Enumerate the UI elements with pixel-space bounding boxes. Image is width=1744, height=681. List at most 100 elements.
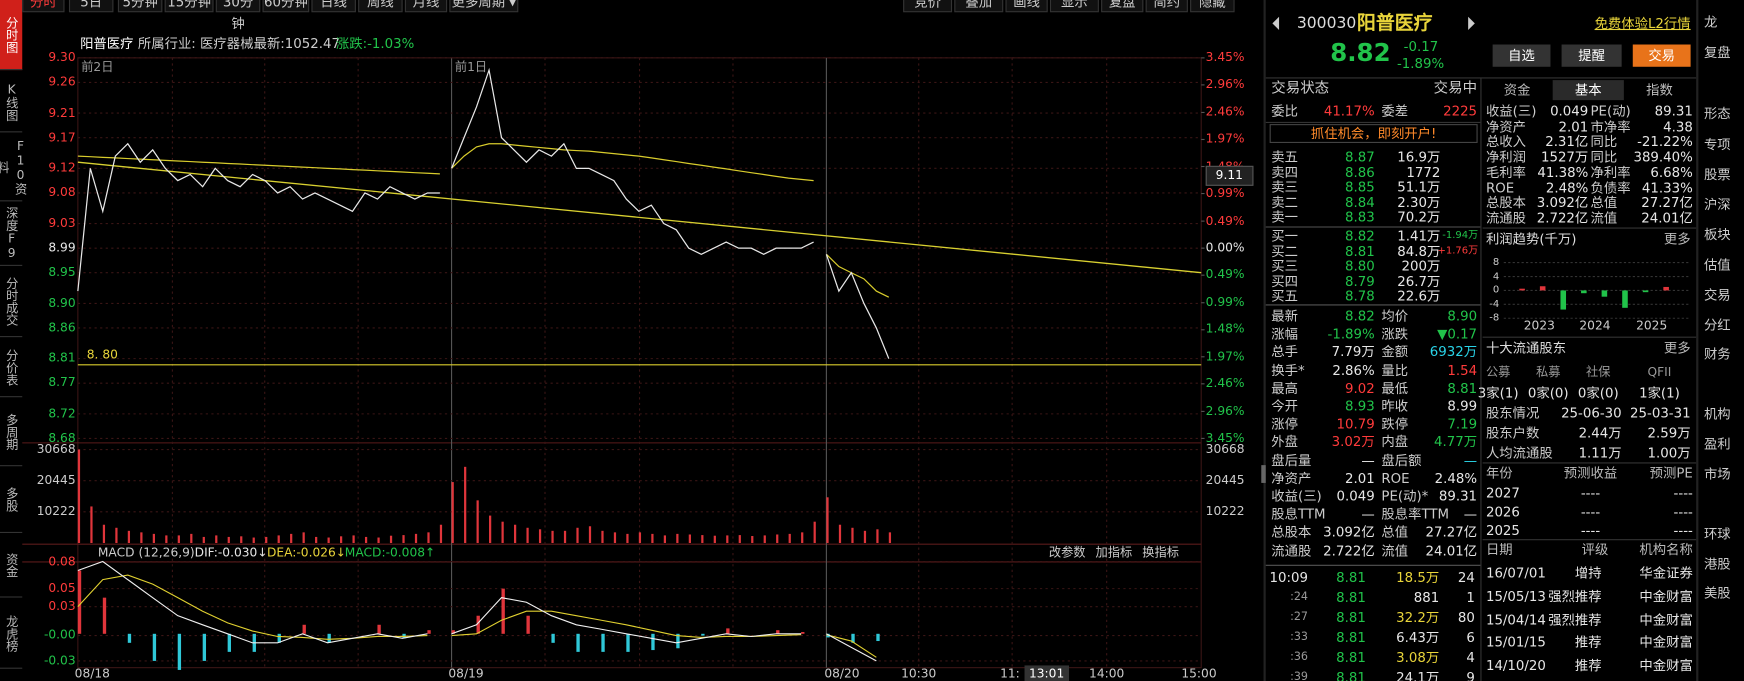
side-menu-item[interactable]: 分红 <box>1703 317 1731 333</box>
period-button[interactable]: 更多周期 ▾ <box>449 0 519 13</box>
side-menu-item[interactable]: 板块 <box>1703 227 1731 243</box>
holder-count: 0家(0) <box>1527 385 1569 401</box>
side-menu-item[interactable]: 沪深 <box>1703 196 1731 213</box>
cursor-value: 9.11 <box>1205 165 1253 186</box>
indicator-button[interactable]: 换指标 <box>1142 545 1179 560</box>
prev-arrow[interactable] <box>1272 16 1280 31</box>
side-tab[interactable]: 多股 <box>0 467 23 534</box>
volume-bar <box>801 532 804 544</box>
more-link[interactable]: 更多 <box>1663 340 1691 357</box>
tool-button[interactable]: 复盘 <box>1101 0 1144 13</box>
volume-bar <box>190 533 193 544</box>
side-menu-item[interactable]: 形态 <box>1703 105 1731 122</box>
volume-bar <box>576 527 579 544</box>
stat-value: 24.01亿 <box>1425 542 1478 559</box>
side-tab[interactable]: 分时成交 <box>0 267 23 338</box>
indicator-button[interactable]: 改参数 <box>1048 545 1086 560</box>
info-tab[interactable]: 资金 <box>1503 82 1531 98</box>
period-button[interactable]: 15分钟 <box>164 0 214 13</box>
side-tab[interactable]: 分价表 <box>0 338 23 398</box>
side-menu-item[interactable]: 美股 <box>1703 585 1731 601</box>
forecast-pe: ---- <box>1673 485 1693 501</box>
price-change: -0.17 <box>1403 38 1439 55</box>
period-button[interactable]: 分时 <box>22 0 65 13</box>
period-button[interactable]: 30分钟 <box>215 0 261 31</box>
tool-button[interactable]: 隐藏 <box>1190 0 1235 13</box>
period-button[interactable]: 5日 <box>68 0 114 13</box>
tool-button[interactable]: 显示 <box>1049 0 1099 13</box>
y-tick-label: -0.00 <box>43 627 76 643</box>
profit-bar <box>1560 290 1567 310</box>
info-tab[interactable]: 基本 <box>1574 82 1602 98</box>
side-menu-item[interactable]: 环球 <box>1703 526 1731 542</box>
side-tab[interactable]: K线图 <box>0 71 23 133</box>
tool-button[interactable]: 竞价 <box>903 0 953 13</box>
tool-button[interactable]: 叠加 <box>954 0 1004 13</box>
trade-time: :33 <box>1290 630 1308 644</box>
action-button[interactable]: 交易 <box>1632 44 1691 67</box>
side-menu-item[interactable]: 市场 <box>1703 466 1731 482</box>
promo-link[interactable]: 抓住机会，即刻开户! <box>1310 125 1437 142</box>
day-label: 前2日 <box>81 60 114 75</box>
profit-bar <box>1642 290 1649 293</box>
next-arrow[interactable] <box>1468 16 1475 31</box>
side-menu-item[interactable]: 盈利 <box>1703 436 1731 452</box>
period-button[interactable]: 日线 <box>311 0 356 13</box>
macd-bar <box>576 633 580 652</box>
holder-value: 25-06-30 <box>1561 405 1622 421</box>
stat-label: 最新 <box>1271 308 1299 324</box>
side-menu-item[interactable]: 专项 <box>1703 136 1731 153</box>
bid-price: 8.81 <box>1345 243 1375 259</box>
y-tick-label: 8.90 <box>48 295 76 311</box>
volume-bar <box>340 536 343 544</box>
side-menu-item[interactable]: 机构 <box>1703 406 1731 422</box>
stat-label: 流值 <box>1381 542 1409 559</box>
volume-bar <box>538 529 542 544</box>
side-menu-item[interactable]: 港股 <box>1703 556 1731 572</box>
period-button[interactable]: 60分钟 <box>262 0 310 13</box>
period-button[interactable]: 5分钟 <box>117 0 163 13</box>
volume-bar <box>90 506 93 544</box>
side-tab[interactable]: 龙虎榜 <box>0 599 23 669</box>
macd-bar <box>651 633 655 651</box>
tool-button[interactable]: 画线 <box>1005 0 1048 13</box>
l2-link[interactable]: 免费体验L2行情 <box>1594 15 1691 32</box>
stat-label: 金额 <box>1381 344 1409 360</box>
side-menu-item[interactable]: 财务 <box>1703 346 1731 362</box>
side-tab[interactable]: 资金 <box>0 534 23 598</box>
side-tab[interactable]: 深度F9 <box>0 203 23 266</box>
profit-bar <box>1539 286 1546 291</box>
info-tab[interactable]: 指数 <box>1646 82 1673 98</box>
side-menu-item[interactable]: 估值 <box>1703 257 1731 273</box>
side-menu-item[interactable]: 股票 <box>1703 166 1731 183</box>
trade-price: 8.81 <box>1336 629 1366 646</box>
trade-volume: 3.08万 <box>1396 649 1440 666</box>
side-tab[interactable]: 多周期 <box>0 398 23 467</box>
side-menu-item[interactable]: 龙 <box>1703 14 1718 31</box>
holder-count: 3家(1) <box>1477 385 1519 401</box>
stat-label: 流通股 <box>1271 542 1312 559</box>
trade-volume: 32.2万 <box>1396 609 1440 626</box>
macd-bar <box>302 624 306 634</box>
ask-price: 8.87 <box>1345 149 1375 165</box>
more-link[interactable]: 更多 <box>1663 231 1691 248</box>
y2-tick-label: 1.97% <box>1205 349 1245 364</box>
indicator-button[interactable]: 加指标 <box>1095 545 1133 560</box>
period-button[interactable]: 月线 <box>404 0 448 13</box>
side-menu-item[interactable]: 复盘 <box>1703 44 1731 61</box>
side-tab[interactable]: F10资料 <box>0 134 28 202</box>
period-button[interactable]: 周线 <box>358 0 403 13</box>
bid-volume: 22.6万 <box>1397 288 1441 304</box>
rating-institution: 中金财富 <box>1639 611 1693 628</box>
action-button[interactable]: 自选 <box>1492 44 1551 67</box>
side-menu-item[interactable]: 交易 <box>1703 287 1731 303</box>
y2-tick-label: 2.46% <box>1205 376 1245 391</box>
side-tab[interactable]: 分时图 <box>0 0 23 71</box>
action-button[interactable]: 提醒 <box>1561 44 1622 67</box>
dea-line <box>826 634 877 658</box>
volume-bar <box>177 535 180 544</box>
fund-value: 27.27亿 <box>1641 194 1693 211</box>
collapse-handle[interactable] <box>1261 465 1266 483</box>
tool-button[interactable]: 简约 <box>1145 0 1188 13</box>
